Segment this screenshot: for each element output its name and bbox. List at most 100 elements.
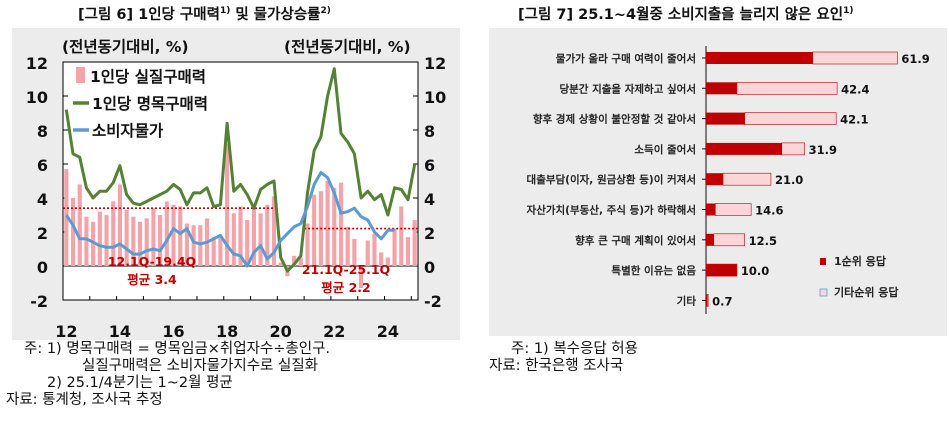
real-purchasing-power-bar [298, 257, 303, 266]
real-purchasing-power-bar [164, 201, 169, 266]
real-purchasing-power-bar [385, 257, 390, 266]
other-rank-bar [736, 81, 838, 95]
y-tick-label-right: 4 [424, 190, 435, 209]
real-purchasing-power-bar [97, 211, 102, 266]
y-tick-label-left: 8 [37, 122, 48, 141]
real-purchasing-power-bar [238, 206, 243, 266]
real-purchasing-power-bar [251, 208, 256, 266]
legend-swatch-other [819, 288, 828, 297]
y-tick-label-left: 6 [37, 156, 48, 175]
real-purchasing-power-bar [312, 194, 317, 266]
fig6-note-3: 2) 25.1/4분기는 1~2월 평균 [47, 375, 233, 391]
real-purchasing-power-bar [137, 221, 143, 266]
reference-period-label: 12.1Q-19.4Q [108, 254, 196, 269]
total-value-label: 61.9 [901, 52, 929, 66]
fig6-note-2: 실질구매력은 소비자물가지수로 실질화 [82, 358, 318, 374]
x-tick-label: 16 [162, 322, 184, 341]
x-tick-label: 24 [377, 322, 399, 341]
category-label: 특별한 이유는 없음 [611, 264, 696, 277]
category-label: 당분간 지출을 자제하고 싶어서 [559, 82, 696, 95]
x-tick-label: 14 [109, 322, 131, 341]
real-purchasing-power-bar [392, 228, 397, 266]
category-label: 기타 [677, 294, 697, 307]
bar-outline [705, 263, 738, 277]
legend-label-first: 1순위 응답 [834, 254, 886, 268]
real-purchasing-power-bar [399, 206, 404, 266]
real-purchasing-power-bar [171, 204, 176, 266]
legend-label-real: 1인당 실질구매력 [90, 67, 206, 86]
real-purchasing-power-bar [358, 266, 364, 289]
y-tick-label-right: 6 [424, 156, 435, 175]
y-tick-label-right: 2 [424, 224, 435, 243]
real-purchasing-power-bar [292, 255, 297, 266]
y-tick-label-left: 2 [37, 224, 48, 243]
x-tick-label: 22 [323, 322, 345, 341]
other-rank-bar [781, 142, 805, 156]
real-purchasing-power-bar [84, 216, 89, 266]
total-value-label: 31.9 [809, 143, 837, 157]
real-purchasing-power-bar [77, 184, 82, 266]
fig7-note-1: 주: 1) 복수응답 허용 [511, 341, 638, 357]
real-purchasing-power-bar [198, 225, 203, 266]
real-purchasing-power-bar [305, 223, 310, 266]
first-rank-bar [706, 173, 724, 186]
y-tick-label-right: -2 [424, 292, 442, 311]
real-purchasing-power-bar [271, 196, 277, 266]
real-purchasing-power-bar [144, 218, 149, 266]
reference-period-label: 21.1Q-25.1Q [302, 262, 390, 277]
figure7-panel: 물가가 올라 구매 여력이 줄어서 61.9 당분간 지출을 자제하고 싶어서 42.… [489, 28, 947, 336]
y-tick-label-left: 10 [26, 88, 48, 107]
total-value-label: 42.4 [841, 82, 869, 96]
other-rank-bar [706, 294, 709, 307]
fig6-source: 자료: 통계청, 조사국 추정 [6, 392, 163, 408]
fig7-source: 자료: 한국은행 조사국 [489, 358, 624, 374]
figure6-panel: -2 -2 0 0 2 2 4 4 6 6 8 8 10 10 12 12 12 14 16 18 20 22 24 12.1… [12, 28, 460, 341]
real-purchasing-power-bar [412, 220, 417, 266]
x-tick-label: 12 [55, 322, 77, 341]
first-rank-bar [706, 233, 714, 246]
real-purchasing-power-bar [231, 213, 236, 266]
category-label: 소득이 줄어서 [634, 143, 696, 156]
real-purchasing-power-bar [265, 204, 270, 266]
real-purchasing-power-bar [365, 240, 370, 266]
y-tick-label-right: 0 [424, 258, 435, 277]
category-label: 향후 큰 구매 계획이 있어서 [575, 234, 696, 247]
nominal-purchasing-power-line [64, 67, 417, 273]
reference-average-label: 평균 3.4 [127, 272, 177, 287]
first-rank-bar [706, 142, 782, 155]
real-purchasing-power-bar [372, 233, 377, 266]
first-rank-bar [706, 203, 716, 216]
real-purchasing-power-bar [131, 216, 136, 266]
category-label: 물가가 올라 구매 여력이 줄어서 [556, 52, 696, 65]
real-purchasing-power-bar [405, 237, 411, 266]
figure6-title: [그림 6] 1인당 구매력1) 및 물가상승률2) [78, 6, 331, 23]
total-value-label: 12.5 [749, 234, 777, 248]
figure7-chart: 물가가 올라 구매 여력이 줄어서 61.9 당분간 지출을 자제하고 싶어서 42.… [527, 46, 930, 314]
first-rank-bar [706, 112, 745, 125]
other-rank-bar [812, 51, 898, 65]
real-purchasing-power-bar [332, 187, 337, 266]
legend-label-cpi: 소비자물가 [92, 122, 164, 140]
real-purchasing-power-bar [379, 252, 384, 266]
real-purchasing-power-bar [117, 184, 123, 266]
real-purchasing-power-bar [104, 215, 109, 266]
category-label: 자산가치(부동산, 주식 등)가 하락해서 [527, 204, 696, 217]
real-purchasing-power-bar [345, 226, 350, 266]
real-purchasing-power-bar [111, 201, 116, 266]
other-rank-bar [744, 112, 837, 125]
real-purchasing-power-bar [258, 213, 263, 266]
real-purchasing-power-bar [151, 208, 156, 266]
real-purchasing-power-bar [211, 237, 216, 266]
real-purchasing-power-bar [184, 223, 189, 266]
category-label: 향후 경제 상황이 불안정할 것 같아서 [533, 113, 696, 126]
first-rank-bar [706, 294, 708, 307]
first-rank-bar [706, 264, 737, 277]
other-rank-bar [722, 172, 772, 186]
real-purchasing-power-bar [338, 182, 344, 266]
first-rank-bar [706, 52, 813, 64]
left-axis-unit-label: (전년동기대비, %) [62, 37, 189, 56]
total-value-label: 10.0 [741, 264, 769, 278]
figure7-title: [그림 7] 25.1~4월중 소비지출을 늘리지 않은 요인1) [518, 6, 854, 23]
y-tick-label-left: -2 [30, 292, 48, 311]
